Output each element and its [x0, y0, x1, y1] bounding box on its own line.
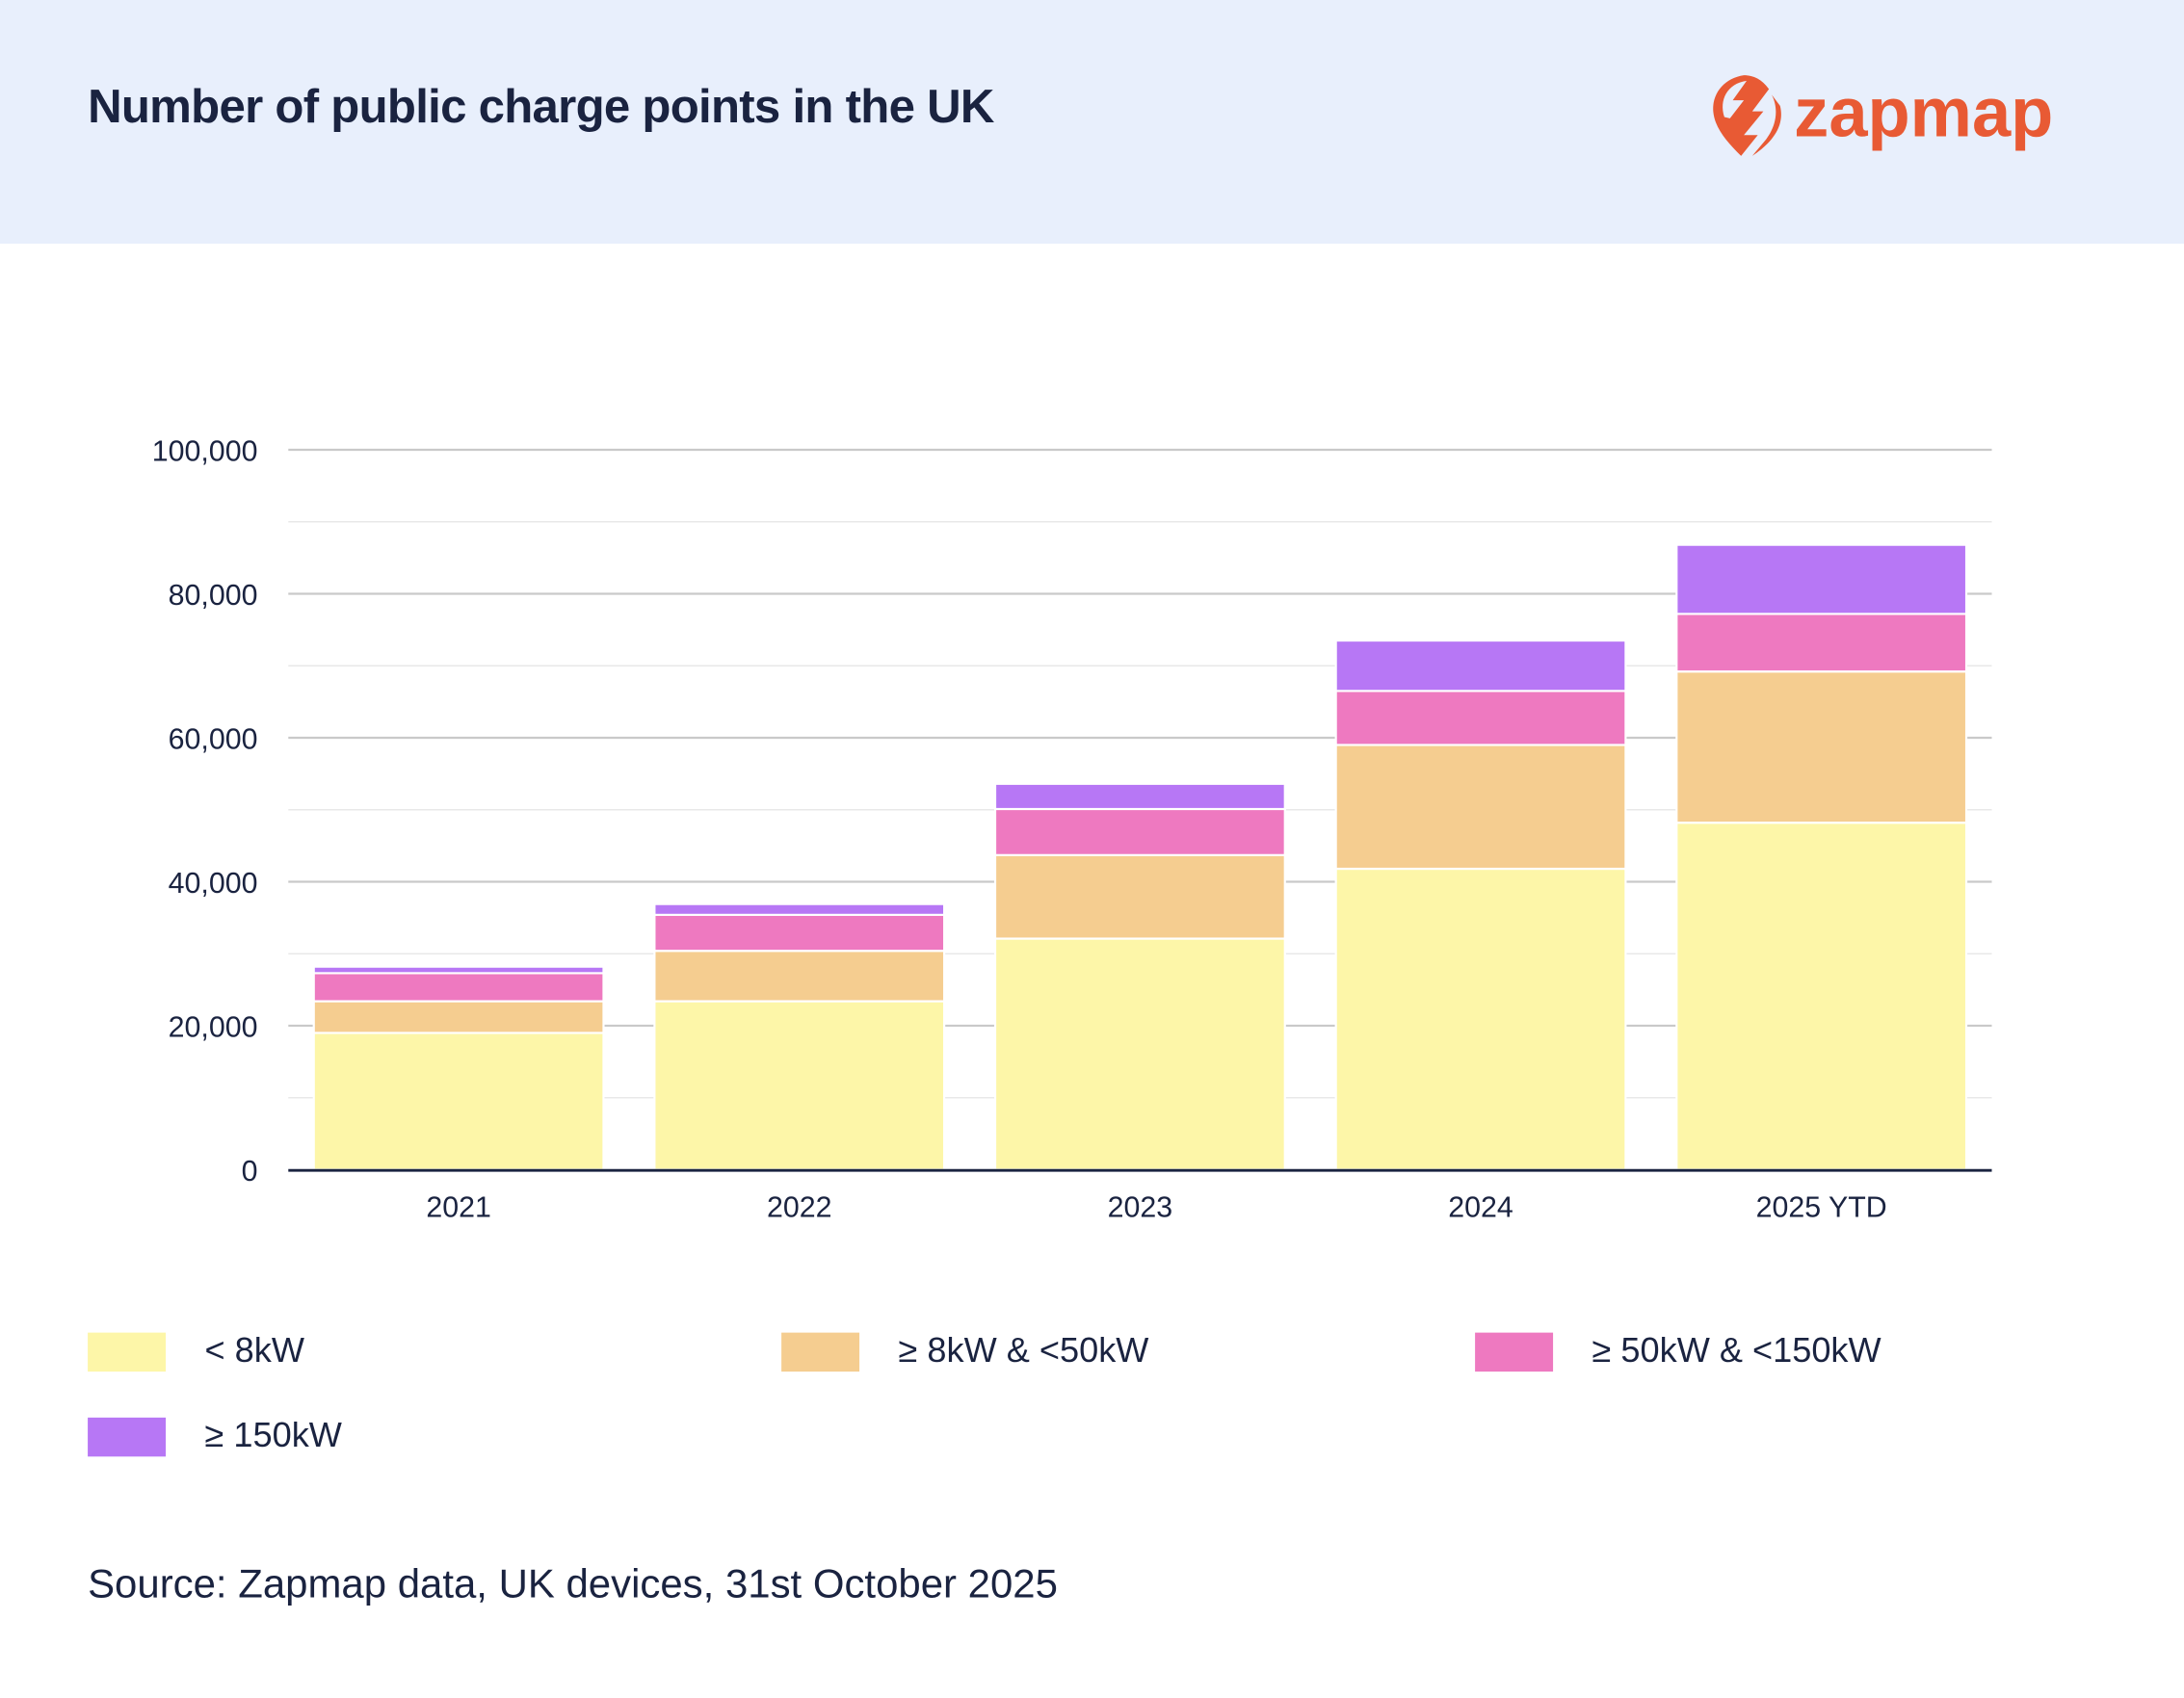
- bar-segment: [1675, 543, 1968, 615]
- x-tick-label: 2024: [1448, 1192, 1513, 1224]
- y-tick-label: 100,000: [152, 436, 258, 468]
- legend-item: ≥ 8kW & <50kW: [781, 1331, 1148, 1371]
- bar-segment: [993, 853, 1286, 940]
- bar-segment: [653, 950, 946, 1003]
- bar-segment: [1334, 867, 1627, 1171]
- legend-label: ≥ 150kW: [204, 1416, 342, 1455]
- bar-segment: [993, 807, 1286, 856]
- bars: [312, 543, 1968, 1171]
- y-axis-ticks: 0 20,000 40,000 60,000 80,000 100,000: [152, 436, 258, 1188]
- bar-segment: [312, 972, 605, 1003]
- chart-title: Number of public charge points in the UK: [88, 80, 994, 134]
- svg-text:zapmap: zapmap: [1794, 75, 2053, 152]
- bar-segment: [1675, 613, 1968, 673]
- header-band: Number of public charge points in the UK…: [0, 0, 2184, 245]
- x-tick-label: 2025 YTD: [1756, 1192, 1887, 1224]
- legend-swatch: [88, 1331, 167, 1371]
- bar-segment: [653, 1000, 946, 1171]
- bar-segment: [653, 913, 946, 953]
- bar-segment: [653, 902, 946, 916]
- x-axis-ticks: 2021 2022 2023 2024 2025 YTD: [426, 1192, 1886, 1224]
- bar-segment: [1334, 690, 1627, 746]
- legend-swatch: [781, 1331, 860, 1371]
- x-tick-label: 2022: [767, 1192, 832, 1224]
- bar-segment: [312, 1032, 605, 1171]
- y-tick-label: 20,000: [169, 1012, 258, 1044]
- bar-segment: [1675, 670, 1968, 824]
- bar-segment: [1675, 822, 1968, 1171]
- source-note: Source: Zapmap data, UK devices, 31st Oc…: [88, 1562, 1058, 1607]
- bar-segment: [1334, 639, 1627, 692]
- legend-label: < 8kW: [204, 1331, 304, 1371]
- legend-item: < 8kW: [88, 1331, 304, 1371]
- y-tick-label: 60,000: [169, 724, 258, 756]
- legend-label: ≥ 50kW & <150kW: [1592, 1331, 1881, 1371]
- legend-item: ≥ 50kW & <150kW: [1475, 1331, 1881, 1371]
- legend-label: ≥ 8kW & <50kW: [898, 1331, 1149, 1371]
- legend-swatch: [88, 1417, 167, 1456]
- bar-segment: [1334, 744, 1627, 871]
- bar-segment: [312, 1000, 605, 1034]
- zapmap-logo: zapmap: [1713, 75, 2053, 156]
- y-tick-label: 40,000: [169, 868, 258, 900]
- bar-segment: [993, 937, 1286, 1171]
- bar-segment: [312, 965, 605, 975]
- y-tick-label: 80,000: [169, 580, 258, 612]
- legend-swatch: [1475, 1331, 1554, 1371]
- bar-segment: [993, 782, 1286, 811]
- x-tick-label: 2023: [1108, 1192, 1173, 1224]
- legend-item: ≥ 150kW: [88, 1416, 342, 1456]
- x-tick-label: 2021: [426, 1192, 491, 1224]
- y-tick-label: 0: [242, 1156, 258, 1188]
